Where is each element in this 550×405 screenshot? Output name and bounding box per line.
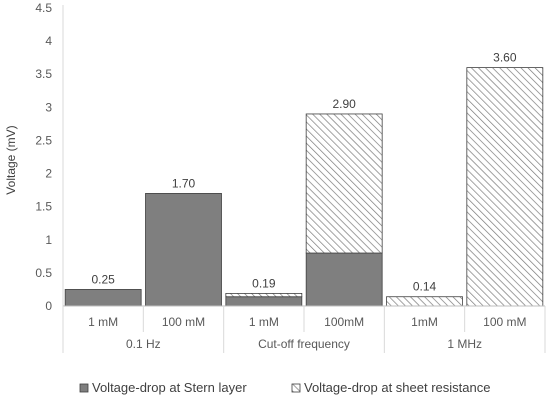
legend-item-sheet-resistance: Voltage-drop at sheet resistance xyxy=(304,380,490,395)
x-group-label: 1 MHz xyxy=(447,337,482,351)
y-tick-label: 2.5 xyxy=(35,133,52,147)
bar-total-label: 1.70 xyxy=(172,176,196,190)
legend-item-stern-layer: Voltage-drop at Stern layer xyxy=(92,380,247,395)
x-category-label: 100 mM xyxy=(162,315,205,329)
y-tick-label: 1.5 xyxy=(35,200,52,214)
x-category-label: 1mM xyxy=(411,315,438,329)
legend: Voltage-drop at Stern layer Voltage-drop … xyxy=(79,380,490,395)
bar-total-label: 0.25 xyxy=(91,272,115,286)
x-group-label: 0.1 Hz xyxy=(126,337,161,351)
data-labels-layer: 0.25 1.70 0.19 2.90 0.14 3.60 xyxy=(91,51,516,294)
bar-total-label: 0.19 xyxy=(252,276,276,290)
x-category-label: 1 mM xyxy=(88,315,118,329)
y-tick-label: 1 xyxy=(45,233,52,247)
y-tick-label: 4.5 xyxy=(35,1,52,15)
x-group-label: Cut-off frequency xyxy=(258,337,350,351)
y-axis-tick-labels: 0 0.5 1 1.5 2 2.5 3 3.5 4 4.5 xyxy=(35,1,52,313)
stern-layer-bar-segment xyxy=(305,252,383,307)
sheet-resistance-bar-segment xyxy=(466,67,544,307)
sheet-resistance-bar-segment xyxy=(225,293,303,298)
legend-swatch xyxy=(291,383,301,393)
y-tick-label: 3 xyxy=(45,100,52,114)
y-tick-label: 2 xyxy=(45,167,52,181)
stern-layer-bar-segment xyxy=(225,296,303,307)
bar-total-label: 3.60 xyxy=(493,51,517,65)
bars-layer xyxy=(64,67,544,307)
x-category-label: 100 mM xyxy=(483,315,526,329)
bar-total-label: 2.90 xyxy=(332,97,356,111)
sheet-resistance-bar-segment xyxy=(386,296,463,307)
bar-total-label: 0.14 xyxy=(413,280,437,294)
y-tick-label: 4 xyxy=(45,34,52,48)
legend-swatch xyxy=(79,383,89,393)
sheet-resistance-bar-segment xyxy=(305,113,383,254)
y-tick-label: 0.5 xyxy=(35,266,52,280)
x-category-label: 100mM xyxy=(324,315,364,329)
stern-layer-bar-segment xyxy=(64,289,142,307)
y-tick-label: 0 xyxy=(45,299,52,313)
x-category-label: 1 mM xyxy=(249,315,279,329)
y-tick-label: 3.5 xyxy=(35,67,52,81)
stern-layer-bar-segment xyxy=(145,193,222,307)
y-axis-title: Voltage (mV) xyxy=(4,125,18,194)
